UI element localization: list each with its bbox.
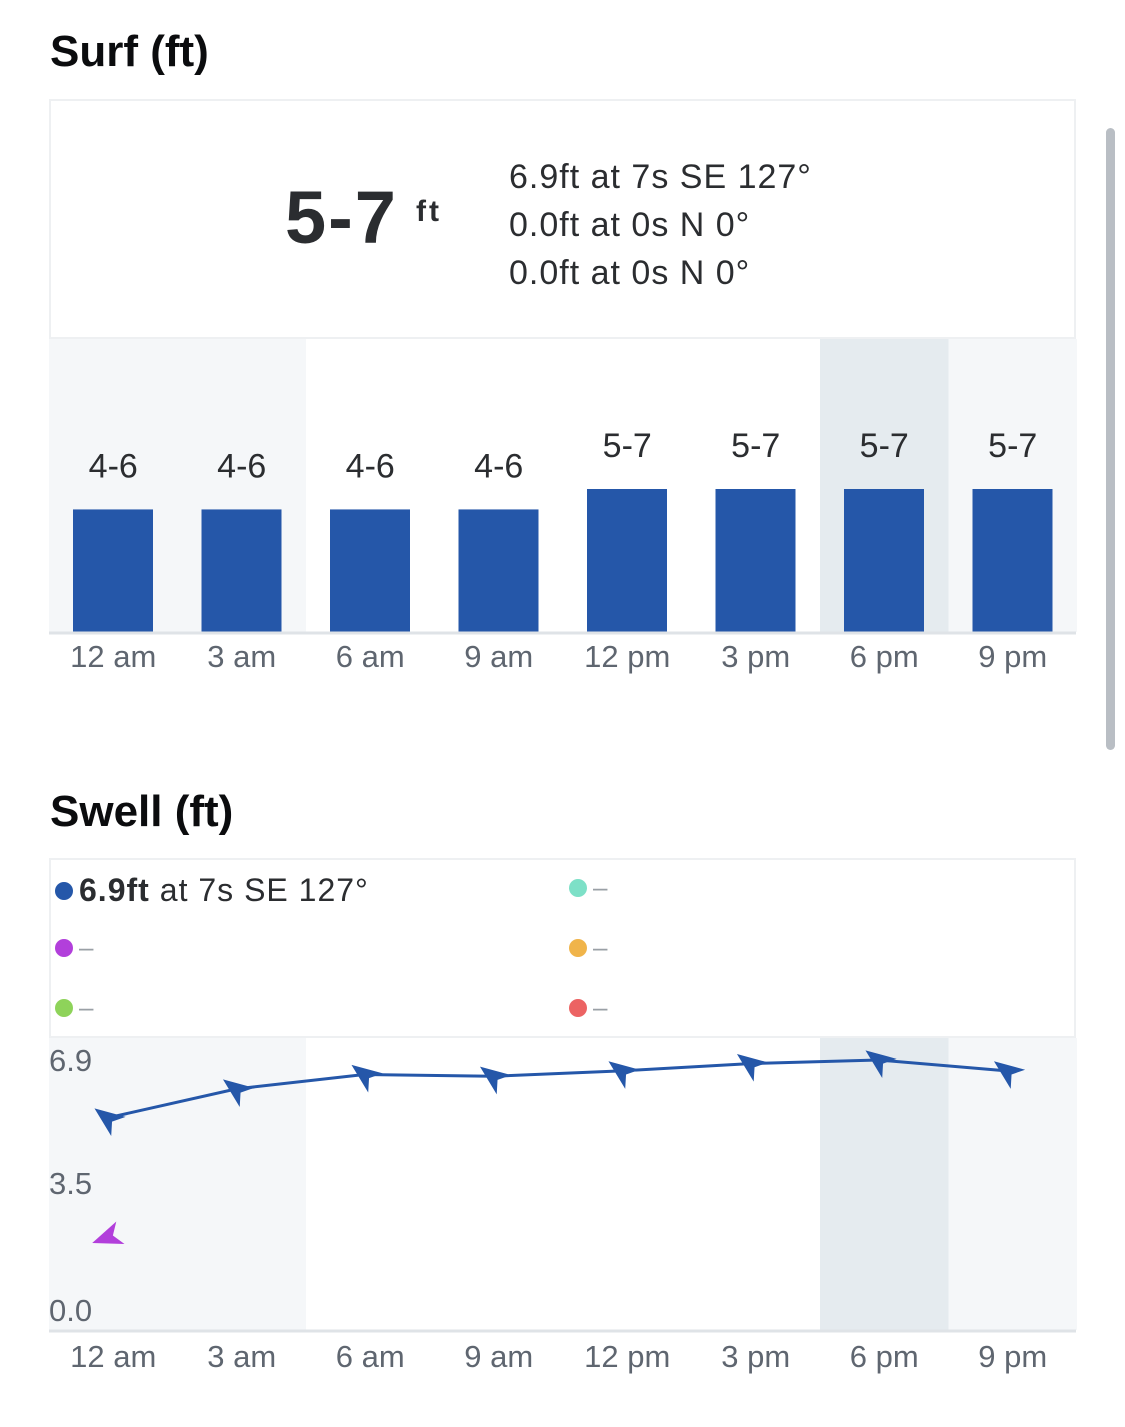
- swell-1-arrow-shape: [608, 1061, 640, 1089]
- swell-x-tick: 3 am: [207, 1339, 276, 1374]
- surf-bar: [972, 489, 1053, 632]
- surf-bar-label: 5-7: [860, 427, 909, 465]
- surf-x-tick: 9 pm: [978, 639, 1047, 674]
- swell-1-arrow: [479, 1066, 512, 1095]
- swell-y-tick: 3.5: [49, 1166, 92, 1201]
- legend-swell-1[interactable]: 6.9ft at 7s SE 127°: [55, 872, 369, 909]
- surf-bar: [844, 489, 924, 632]
- swell-section-title: Swell (ft): [50, 787, 234, 836]
- swell-column-shade: [820, 1038, 949, 1330]
- swell-x-tick: 6 pm: [850, 1339, 919, 1374]
- legend-swell-4-value: –: [593, 872, 608, 902]
- swell-x-tick: 12 pm: [584, 1339, 670, 1374]
- surf-bar: [587, 489, 667, 632]
- swell-6-dot: [569, 998, 587, 1017]
- surf-x-tick: 6 am: [336, 639, 405, 674]
- swell-x-tick: 12 am: [70, 1339, 156, 1374]
- swell-line-2: 0.0ft at 0s N 0°: [509, 206, 751, 244]
- swell-y-tick: 6.9: [49, 1043, 92, 1078]
- surf-bar-label: 5-7: [731, 427, 780, 465]
- swell-column-shade: [49, 1038, 178, 1330]
- surf-x-tick: 9 am: [464, 639, 533, 674]
- swell-1-arrow-shape: [479, 1066, 512, 1095]
- swell-legend: 6.9ft at 7s SE 127° – – – – –: [49, 858, 1076, 1038]
- legend-swell-1-detail: at 7s SE 127°: [159, 872, 369, 908]
- swell-3-dot: [55, 998, 73, 1017]
- swell-1-arrow-shape: [865, 1050, 897, 1079]
- surf-bar-label: 4-6: [474, 447, 523, 485]
- surf-bar: [330, 509, 410, 632]
- swell-1-arrow: [736, 1053, 769, 1082]
- swell-1-arrow: [222, 1079, 255, 1107]
- legend-swell-5[interactable]: –: [569, 932, 607, 963]
- swell-line-1: 6.9ft at 7s SE 127°: [509, 158, 812, 196]
- surf-x-tick: 3 am: [207, 639, 276, 674]
- swell-1-dot: [55, 881, 73, 900]
- swell-x-tick: 9 am: [464, 1339, 533, 1374]
- swell-1-arrow-shape: [351, 1064, 383, 1093]
- swell-x-tick: 3 pm: [721, 1339, 790, 1374]
- swell-2-arrow-shape: [92, 1221, 125, 1245]
- legend-swell-5-value: –: [593, 932, 608, 962]
- swell-2-arrow: [92, 1221, 125, 1245]
- legend-swell-2-value: –: [79, 932, 94, 962]
- swell-1-arrow: [608, 1061, 640, 1089]
- swell-column-shade: [948, 1038, 1077, 1330]
- surf-bar-label: 4-6: [346, 447, 395, 485]
- swell-1-arrow: [351, 1064, 383, 1093]
- swell-5-dot: [569, 938, 587, 957]
- swell-2-dot: [55, 938, 73, 957]
- surf-x-tick: 6 pm: [850, 639, 919, 674]
- legend-swell-4[interactable]: –: [569, 872, 607, 903]
- swell-1-arrow: [865, 1050, 897, 1079]
- legend-swell-3-value: –: [79, 992, 94, 1022]
- surf-bar: [73, 509, 153, 632]
- surf-bar: [201, 509, 282, 632]
- swell-x-tick: 6 am: [336, 1339, 405, 1374]
- legend-swell-6[interactable]: –: [569, 992, 607, 1023]
- legend-swell-1-value: 6.9ft: [79, 872, 150, 908]
- legend-swell-3[interactable]: –: [55, 992, 93, 1023]
- swell-line-1: [106, 1058, 1007, 1120]
- swell-1-arrow-shape: [222, 1079, 255, 1107]
- swell-components: 6.9ft at 7s SE 127° 0.0ft at 0s N 0° 0.0…: [509, 153, 812, 297]
- surf-x-tick: 12 pm: [584, 639, 670, 674]
- swell-y-tick: 0.0: [49, 1293, 92, 1328]
- swell-1-arrow-shape: [94, 1108, 126, 1136]
- swell-4-dot: [569, 878, 587, 897]
- legend-swell-2[interactable]: –: [55, 932, 93, 963]
- swell-1-arrow: [94, 1108, 126, 1136]
- surf-section-title: Surf (ft): [50, 27, 209, 76]
- scrollbar[interactable]: [1106, 128, 1115, 750]
- surf-bar-label: 4-6: [217, 447, 266, 485]
- swell-line-3: 0.0ft at 0s N 0°: [509, 254, 751, 292]
- swell-x-tick: 9 pm: [978, 1339, 1047, 1374]
- swell-1-arrow-shape: [736, 1053, 769, 1082]
- surf-bar: [458, 509, 539, 632]
- surf-x-tick: 3 pm: [721, 639, 790, 674]
- surf-bar-label: 5-7: [603, 427, 652, 465]
- surf-summary-card: 5-7 ft 6.9ft at 7s SE 127° 0.0ft at 0s N…: [49, 99, 1076, 339]
- surf-range: 5-7: [285, 176, 398, 259]
- surf-bar: [715, 489, 796, 632]
- surf-bar-label: 5-7: [988, 427, 1037, 465]
- swell-1-arrow: [993, 1061, 1026, 1089]
- surf-x-tick: 12 am: [70, 639, 156, 674]
- surf-bar-label: 4-6: [89, 447, 138, 485]
- swell-1-arrow-shape: [993, 1061, 1026, 1089]
- surf-range-unit: ft: [416, 195, 442, 228]
- legend-swell-6-value: –: [593, 992, 608, 1022]
